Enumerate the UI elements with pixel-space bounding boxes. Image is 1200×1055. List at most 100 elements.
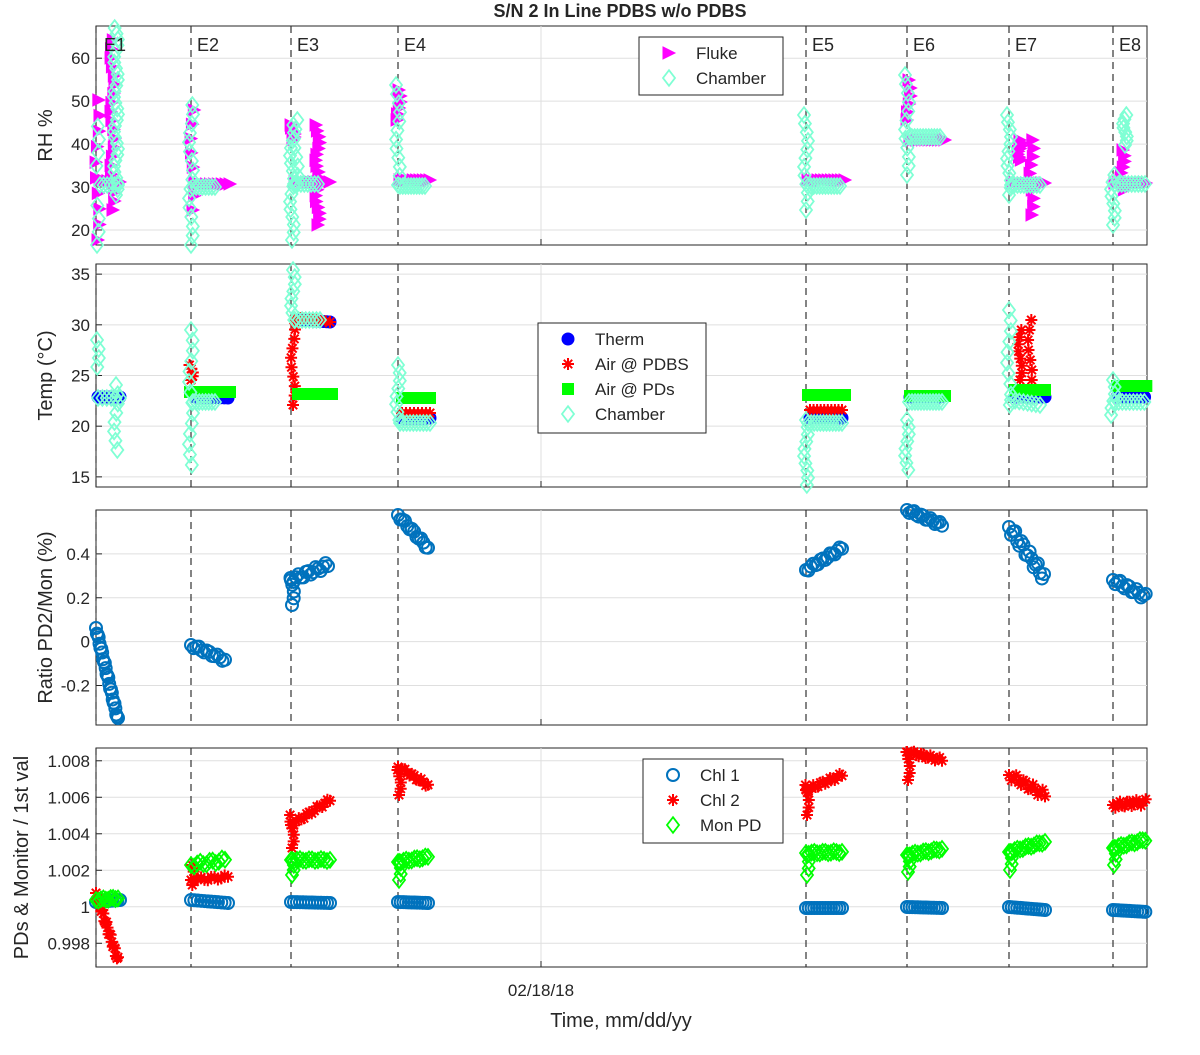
data-point: [91, 143, 106, 163]
data-point: [801, 786, 814, 799]
legend-rh: Fluke Chamber: [638, 36, 784, 96]
data-point: [936, 754, 948, 767]
data-point: [1114, 174, 1129, 194]
series-group-temp: [89, 260, 1153, 495]
data-point: [101, 921, 114, 934]
data-point: [802, 794, 815, 806]
data-point: [422, 778, 434, 791]
data-point: [182, 123, 198, 143]
data-point: [1010, 175, 1025, 195]
data-point: [1026, 175, 1041, 195]
data-point: [91, 209, 106, 228]
data-point: [1039, 790, 1051, 803]
data-point: [800, 131, 816, 151]
data-point: [1010, 769, 1023, 782]
data-point: [392, 112, 407, 131]
data-point: [412, 849, 427, 869]
panel-rh: 20 30 40 50 60 RH % Fluke Chamber: [35, 18, 1154, 255]
data-point: [287, 828, 300, 841]
data-point: [184, 414, 199, 433]
data-point: [1016, 175, 1032, 195]
data-point: [832, 176, 848, 196]
data-point: [1003, 390, 1019, 410]
data-point: [1103, 405, 1119, 425]
y-tick-label: 1.006: [47, 788, 90, 807]
data-point: [402, 413, 418, 433]
data-point: [284, 809, 297, 821]
data-point: [108, 431, 123, 450]
data-point: [285, 577, 300, 592]
data-point: [406, 413, 421, 433]
data-point: [1030, 556, 1045, 571]
data-point: [1039, 384, 1051, 396]
data-point: [108, 942, 121, 955]
data-point: [283, 571, 298, 585]
data-point: [218, 652, 232, 667]
data-point: [810, 413, 825, 433]
data-point: [1137, 174, 1153, 194]
data-point: [903, 760, 916, 772]
legend-marker: [665, 815, 681, 835]
data-point: [800, 845, 815, 865]
data-point: [89, 235, 105, 255]
data-point: [819, 413, 834, 433]
data-point: [388, 395, 404, 414]
data-point: [900, 862, 916, 882]
data-point: [903, 767, 916, 779]
data-point: [1002, 332, 1017, 351]
data-point: [1138, 904, 1153, 919]
data-point: [1132, 830, 1148, 850]
data-point: [836, 404, 848, 416]
data-point: [412, 413, 428, 433]
data-point: [1036, 783, 1049, 796]
data-point: [195, 392, 210, 412]
legend-marker: [661, 68, 677, 88]
data-point: [1029, 783, 1042, 796]
data-point: [1015, 778, 1027, 791]
data-point: [91, 130, 107, 149]
data-point: [185, 374, 197, 386]
data-point: [1024, 354, 1037, 366]
data-point: [1027, 199, 1041, 214]
data-point: [800, 413, 816, 433]
data-point: [901, 92, 917, 112]
plot-area-rh: [95, 25, 1148, 246]
data-point: [283, 296, 299, 315]
data-point: [401, 851, 417, 870]
x-tick-label: 02/18/18: [508, 981, 574, 1000]
data-point: [1028, 395, 1043, 414]
data-point: [112, 951, 124, 964]
y-tick-label: 0: [81, 633, 90, 652]
data-point: [1106, 855, 1122, 875]
data-point: [389, 84, 405, 104]
data-point: [286, 223, 301, 242]
data-point: [286, 591, 301, 606]
data-point: [182, 424, 198, 444]
data-point: [285, 598, 299, 612]
data-point: [390, 355, 406, 375]
data-point: [1128, 798, 1140, 811]
data-point: [316, 850, 332, 870]
data-point: [421, 540, 435, 555]
data-point: [185, 341, 200, 361]
data-point: [835, 541, 849, 556]
data-point: [182, 445, 198, 464]
data-point: [1138, 586, 1153, 601]
data-point: [391, 379, 406, 398]
data-point: [1003, 769, 1015, 781]
data-point: [1012, 392, 1027, 411]
data-point: [1023, 175, 1038, 195]
data-point: [107, 18, 122, 38]
data-point: [182, 198, 197, 217]
data-point: [104, 928, 117, 941]
data-point: [201, 392, 216, 412]
event-label-e7: E7: [1015, 35, 1037, 55]
data-point: [89, 156, 104, 176]
data-point: [827, 176, 842, 196]
data-point: [1127, 174, 1143, 194]
data-point: [392, 371, 407, 390]
data-point: [286, 855, 301, 875]
data-point: [394, 782, 407, 795]
data-point: [932, 841, 947, 860]
